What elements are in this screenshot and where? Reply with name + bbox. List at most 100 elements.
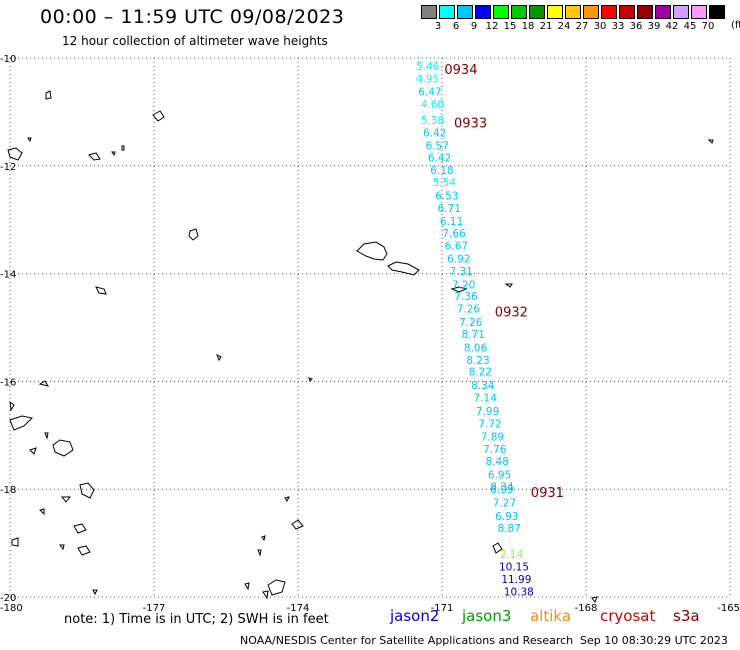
wave-height-value[interactable]: 10.38 bbox=[504, 587, 534, 599]
island-fiji-vanua-levu bbox=[9, 415, 34, 431]
wave-height-value[interactable]: 8.22 bbox=[469, 367, 492, 379]
legend-label: 39 bbox=[647, 21, 661, 32]
wave-height-value[interactable]: 8.34 bbox=[490, 482, 514, 494]
wave-height-value[interactable]: 5.46 bbox=[416, 61, 440, 73]
legend-label: 70 bbox=[701, 21, 715, 32]
island-tonga-e bbox=[284, 496, 290, 502]
island-lau-d bbox=[44, 432, 49, 440]
wave-height-value[interactable]: 6.57 bbox=[426, 140, 449, 152]
satellite-track bbox=[427, 66, 520, 592]
wave-height-value[interactable]: 8.87 bbox=[498, 523, 521, 535]
island-uvea bbox=[188, 228, 199, 241]
wave-height-value[interactable]: 7.26 bbox=[459, 317, 483, 329]
wave-height-value[interactable]: 4.60 bbox=[421, 99, 444, 111]
legend-swatch bbox=[421, 5, 437, 19]
wave-height-value[interactable]: 7.72 bbox=[478, 418, 501, 430]
island-tokelau bbox=[88, 152, 101, 161]
satellite-name: s3a bbox=[673, 607, 700, 625]
island-lau-a bbox=[38, 380, 50, 387]
island-tonga-a bbox=[291, 519, 304, 530]
island-east-a bbox=[707, 139, 714, 144]
wave-height-value[interactable]: 7.27 bbox=[493, 498, 516, 510]
legend-swatch bbox=[439, 5, 455, 19]
wave-height-value[interactable]: 7.26 bbox=[457, 304, 481, 316]
wave-height-value[interactable]: 10.15 bbox=[499, 561, 529, 573]
wave-height-values: 5.464.956.474.605.386.426.576.426.185.54… bbox=[416, 61, 534, 599]
wave-height-value[interactable]: 7.31 bbox=[450, 266, 473, 278]
wave-height-value[interactable]: 8.34 bbox=[471, 380, 495, 392]
pass-time-label: 0934 bbox=[444, 63, 477, 78]
wave-height-value[interactable]: 6.11 bbox=[440, 216, 463, 228]
wave-height-value[interactable]: 6.47 bbox=[418, 86, 441, 98]
pass-time-label: 0932 bbox=[495, 305, 528, 320]
island-small-c bbox=[27, 137, 32, 143]
wave-height-value[interactable]: 8.71 bbox=[462, 329, 485, 341]
island-lau-j bbox=[39, 508, 45, 516]
wave-height-value[interactable]: 6.93 bbox=[495, 511, 518, 523]
wave-height-value[interactable]: 7.36 bbox=[454, 291, 478, 303]
island-minerva bbox=[92, 589, 98, 596]
wave-height-value[interactable]: 4.95 bbox=[416, 73, 439, 85]
coastlines bbox=[7, 90, 714, 604]
legend-swatch bbox=[493, 5, 509, 19]
legend-swatch bbox=[547, 5, 563, 19]
wave-height-value[interactable]: 7.89 bbox=[481, 431, 504, 443]
pass-time-label: 0933 bbox=[454, 117, 487, 132]
island-lau-g bbox=[73, 523, 87, 534]
legend-label: 21 bbox=[539, 21, 553, 32]
island-tonga-d bbox=[262, 590, 269, 600]
legend-swatch bbox=[583, 5, 599, 19]
satellite-name: jason3 bbox=[462, 607, 512, 625]
wave-height-value[interactable]: 6.67 bbox=[445, 241, 468, 253]
legend-swatch bbox=[475, 5, 491, 19]
legend-swatch bbox=[673, 5, 689, 19]
island-lau-f bbox=[60, 496, 72, 503]
wave-height-value[interactable]: 7.76 bbox=[483, 444, 507, 456]
legend-swatch bbox=[655, 5, 671, 19]
legend-label: 12 bbox=[485, 21, 499, 32]
island-vavau bbox=[308, 377, 313, 382]
wave-height-value[interactable]: 7.14 bbox=[474, 393, 498, 405]
wave-height-value[interactable]: 6.18 bbox=[430, 165, 453, 177]
legend-label: 33 bbox=[611, 21, 625, 32]
satellite-name: altika bbox=[530, 607, 572, 625]
lon-label: -180 bbox=[0, 603, 23, 614]
wave-height-value[interactable]: 6.95 bbox=[488, 470, 511, 482]
wave-height-value[interactable]: 6.42 bbox=[428, 153, 451, 165]
island-small-a bbox=[121, 145, 125, 151]
wave-height-value[interactable]: 6.53 bbox=[435, 190, 458, 202]
wave-height-value[interactable]: 6.92 bbox=[447, 254, 470, 266]
wave-height-value[interactable]: 8.99 bbox=[490, 484, 513, 496]
wave-height-value[interactable]: 8.48 bbox=[486, 456, 509, 468]
wave-height-value[interactable]: 6.42 bbox=[423, 127, 446, 139]
island-tonga-b bbox=[267, 579, 286, 596]
wave-height-value[interactable]: 2.14 bbox=[500, 549, 524, 561]
wave-height-value[interactable]: 7.20 bbox=[452, 279, 475, 291]
page-subtitle: 12 hour collection of altimeter wave hei… bbox=[62, 34, 328, 48]
legend-label: 15 bbox=[503, 21, 517, 32]
legend-swatch bbox=[691, 5, 707, 19]
wave-height-value[interactable]: 6.71 bbox=[438, 203, 461, 215]
credit-text: NOAA/NESDIS Center for Satellite Applica… bbox=[240, 634, 574, 647]
island-samoa-savaii bbox=[356, 241, 388, 261]
island-lau-b bbox=[9, 400, 15, 412]
wave-height-value[interactable]: 11.99 bbox=[501, 574, 531, 586]
lat-label: -10 bbox=[0, 54, 16, 65]
wave-height-value[interactable]: 8.06 bbox=[464, 342, 488, 354]
wave-height-value[interactable]: 5.54 bbox=[433, 177, 457, 189]
satellite-name: jason2 bbox=[390, 607, 440, 625]
generated-timestamp: Sep 10 08:30:29 UTC 2023 bbox=[580, 634, 728, 647]
wave-height-value[interactable]: 8.23 bbox=[466, 355, 489, 367]
wave-height-value[interactable]: 7.66 bbox=[442, 228, 466, 240]
wave-height-value[interactable]: 7.99 bbox=[476, 406, 499, 418]
island-lau-c bbox=[29, 447, 37, 455]
wave-height-value[interactable]: 5.38 bbox=[421, 115, 444, 127]
island-fiji-north bbox=[7, 147, 23, 161]
legend-label: 24 bbox=[557, 21, 571, 32]
island-lau-i bbox=[11, 537, 19, 547]
lon-label: -168 bbox=[575, 603, 598, 614]
island-lau-h bbox=[77, 545, 91, 556]
legend-swatch bbox=[511, 5, 527, 19]
island-tonga-g bbox=[257, 549, 262, 557]
